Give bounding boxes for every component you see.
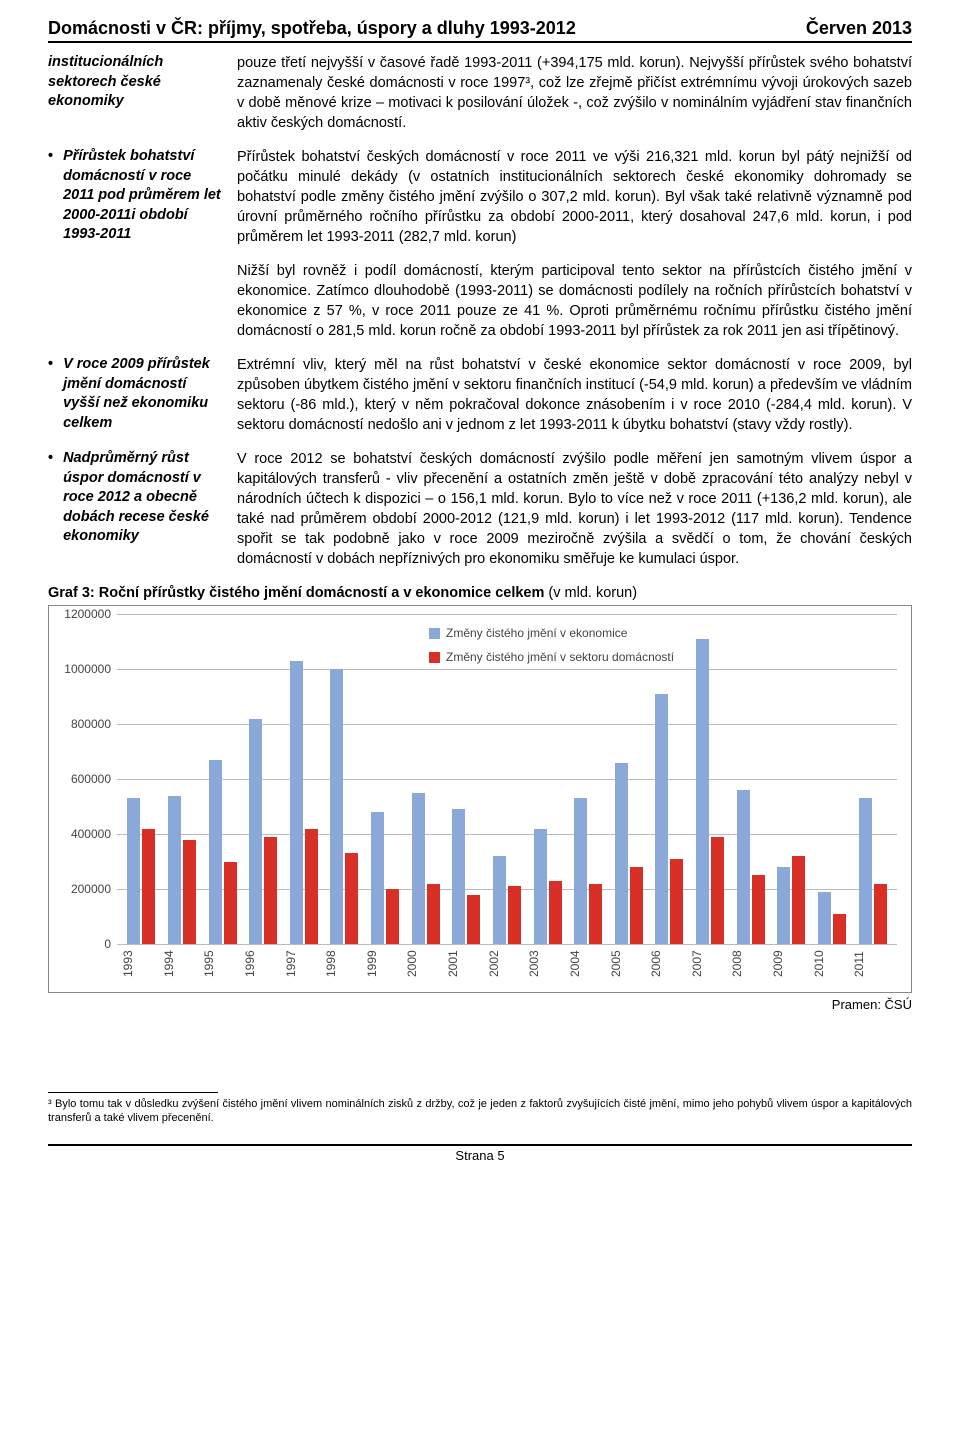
body-paragraph: V roce 2012 se bohatství českých domácno… xyxy=(237,449,912,569)
bar-households xyxy=(224,862,237,945)
bar-economy xyxy=(168,796,181,945)
bar-households xyxy=(467,895,480,945)
bar-economy xyxy=(655,694,668,944)
bar-households xyxy=(386,889,399,944)
y-tick-label: 200000 xyxy=(57,882,111,896)
bar-households xyxy=(508,886,521,944)
bar-households xyxy=(630,867,643,944)
bar-economy xyxy=(330,669,343,944)
y-tick-label: 400000 xyxy=(57,827,111,841)
y-tick-label: 800000 xyxy=(57,717,111,731)
x-tick-label: 2004 xyxy=(568,944,609,988)
x-tick-label: 1999 xyxy=(365,944,406,988)
body-paragraph: Extrémní vliv, který měl na růst bohatst… xyxy=(237,355,912,435)
side-note: Nadprůměrný růst úspor domácností v roce… xyxy=(48,449,223,547)
x-tick-label: 2006 xyxy=(649,944,690,988)
page-footer: Strana 5 xyxy=(48,1144,912,1163)
side-note: V roce 2009 přírůstek jmění domácností v… xyxy=(48,355,223,433)
bar-households xyxy=(427,884,440,945)
bar-households xyxy=(183,840,196,945)
x-tick-label: 2000 xyxy=(405,944,446,988)
y-tick-label: 600000 xyxy=(57,772,111,786)
body-paragraph: pouze třetí nejvyšší v časové řadě 1993-… xyxy=(237,53,912,133)
bar-households xyxy=(264,837,277,944)
bar-economy xyxy=(127,798,140,944)
x-tick-label: 2008 xyxy=(730,944,771,988)
bar-economy xyxy=(615,763,628,945)
x-tick-label: 1995 xyxy=(202,944,243,988)
bar-economy xyxy=(696,639,709,944)
bar-households xyxy=(874,884,887,945)
bar-households xyxy=(792,856,805,944)
bar-economy xyxy=(777,867,790,944)
x-tick-label: 2005 xyxy=(609,944,650,988)
y-tick-label: 1000000 xyxy=(57,662,111,676)
bar-economy xyxy=(412,793,425,944)
x-tick-label: 2002 xyxy=(487,944,528,988)
bar-households xyxy=(345,853,358,944)
footnote-text: ³ Bylo tomu tak v důsledku zvýšení čisté… xyxy=(48,1097,912,1126)
body-paragraph: Nižší byl rovněž i podíl domácností, kte… xyxy=(237,261,912,341)
header-date: Červen 2013 xyxy=(806,18,912,39)
x-tick-label: 2010 xyxy=(812,944,853,988)
bar-households xyxy=(833,914,846,944)
x-tick-label: 2009 xyxy=(771,944,812,988)
bar-economy xyxy=(452,809,465,944)
bar-households xyxy=(711,837,724,944)
x-tick-label: 2011 xyxy=(852,944,893,988)
bar-households xyxy=(549,881,562,944)
bar-economy xyxy=(290,661,303,944)
bar-households xyxy=(670,859,683,944)
header-title: Domácnosti v ČR: příjmy, spotřeba, úspor… xyxy=(48,18,576,39)
y-tick-label: 0 xyxy=(57,937,111,951)
bar-economy xyxy=(859,798,872,944)
chart-title: Graf 3: Roční přírůstky čistého jmění do… xyxy=(48,585,912,601)
x-tick-label: 2001 xyxy=(446,944,487,988)
x-tick-label: 1996 xyxy=(243,944,284,988)
x-tick-label: 1997 xyxy=(284,944,325,988)
bar-households xyxy=(305,829,318,945)
x-tick-label: 1993 xyxy=(121,944,162,988)
bar-households xyxy=(752,875,765,944)
bar-economy xyxy=(818,892,831,944)
chart-source: Pramen: ČSÚ xyxy=(48,997,912,1012)
bar-economy xyxy=(574,798,587,944)
x-tick-label: 2007 xyxy=(690,944,731,988)
footnote-separator xyxy=(48,1092,218,1093)
x-tick-label: 2003 xyxy=(527,944,568,988)
bar-economy xyxy=(249,719,262,945)
x-tick-label: 1994 xyxy=(162,944,203,988)
body-paragraph: Přírůstek bohatství českých domácností v… xyxy=(237,147,912,247)
bar-households xyxy=(589,884,602,945)
bar-economy xyxy=(493,856,506,944)
bar-economy xyxy=(371,812,384,944)
bar-economy xyxy=(209,760,222,944)
bar-economy xyxy=(534,829,547,945)
y-tick-label: 1200000 xyxy=(57,607,111,621)
side-note: institucionálních sektorech české ekonom… xyxy=(48,53,223,112)
side-note: Přírůstek bohatství domácností v roce 20… xyxy=(48,147,223,245)
chart-container: Změny čistého jmění v ekonomice Změny či… xyxy=(48,605,912,993)
bar-economy xyxy=(737,790,750,944)
bar-households xyxy=(142,829,155,945)
x-tick-label: 1998 xyxy=(324,944,365,988)
